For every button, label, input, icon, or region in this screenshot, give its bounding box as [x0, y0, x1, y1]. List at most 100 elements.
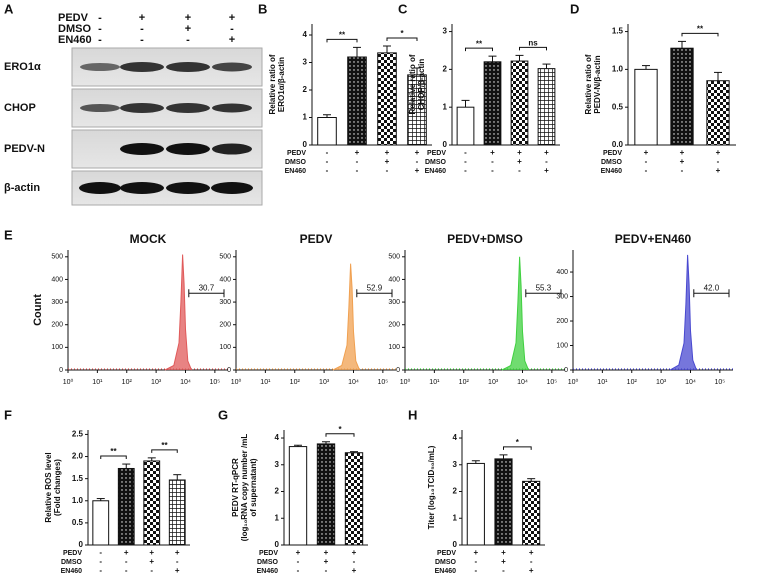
- y-tick-label: 400: [556, 269, 568, 276]
- condition-sign: +: [324, 557, 329, 566]
- condition-sign: -: [356, 166, 359, 175]
- y-tick-label: 0: [303, 140, 308, 149]
- y-tick-label: 100: [556, 342, 568, 349]
- y-tick-label: 0: [59, 367, 63, 374]
- y-tick-label: 0: [275, 540, 280, 549]
- condition-label: DMSO: [61, 559, 83, 566]
- bar: [670, 47, 694, 146]
- condition-label: PEDV: [427, 150, 446, 157]
- axis: [404, 250, 565, 371]
- condition-sign: +: [680, 148, 685, 157]
- condition-sign: -: [681, 166, 684, 175]
- bar: [456, 106, 475, 146]
- bar: [288, 446, 308, 546]
- condition-sign: +: [544, 148, 549, 157]
- x-tick-label: 10⁴: [517, 379, 528, 386]
- condition-sign: +: [296, 548, 301, 557]
- y-tick-label: 100: [219, 344, 231, 351]
- condition-label: DMSO: [435, 559, 457, 566]
- condition-label: DMSO: [58, 23, 91, 35]
- condition-sign: -: [99, 548, 102, 557]
- condition-sign: -: [502, 566, 505, 575]
- axis: [572, 250, 733, 371]
- y-tick-label: 300: [388, 299, 400, 306]
- y-tick-label: 0: [443, 140, 448, 149]
- condition-sign: +: [385, 157, 390, 166]
- condition-sign: +: [529, 548, 534, 557]
- y-tick-label: 1: [275, 513, 280, 522]
- y-axis-label: of supernatant): [249, 458, 258, 517]
- blot-images: [71, 47, 263, 206]
- condition-sign: -: [125, 566, 128, 575]
- condition-sign: -: [99, 557, 102, 566]
- condition-sign: -: [140, 23, 144, 35]
- condition-sign: -: [186, 34, 190, 46]
- y-tick-label: 2.5: [72, 430, 84, 439]
- condition-sign: -: [98, 12, 102, 24]
- y-tick-label: 2.0: [72, 452, 84, 461]
- panel-label: G: [218, 407, 228, 422]
- bar: [537, 68, 556, 146]
- y-axis-label: Titer (log₁₀TCID₅₀/mL): [427, 445, 436, 529]
- condition-sign: -: [297, 557, 300, 566]
- condition-sign: -: [717, 157, 720, 166]
- bar: [143, 460, 161, 546]
- x-tick-label: 10²: [290, 379, 301, 386]
- y-tick-label: 3: [303, 58, 308, 67]
- significance-bracket: [100, 455, 127, 460]
- condition-label: EN460: [435, 568, 457, 575]
- y-axis-label: Relative ROS level: [44, 452, 53, 522]
- condition-label: DMSO: [285, 159, 307, 166]
- gate: [693, 289, 730, 298]
- x-tick-label: 10²: [627, 379, 638, 386]
- condition-sign: -: [518, 166, 521, 175]
- condition-sign: -: [98, 34, 102, 46]
- condition-label: EN460: [425, 168, 447, 175]
- condition-sign: +: [355, 148, 360, 157]
- x-tick-label: 10⁰: [400, 378, 411, 386]
- condition-sign: -: [353, 557, 356, 566]
- y-tick-label: 2: [303, 85, 308, 94]
- y-tick-label: 1.5: [612, 27, 624, 36]
- condition-sign: -: [530, 557, 533, 566]
- condition-sign: -: [386, 166, 389, 175]
- y-tick-label: 400: [388, 276, 400, 283]
- panel-label: F: [4, 407, 12, 422]
- plot-title: PEDV: [300, 232, 333, 246]
- condition-sign: -: [464, 148, 467, 157]
- y-tick-label: 0.5: [612, 102, 624, 111]
- condition-sign: -: [491, 166, 494, 175]
- condition-sign: +: [175, 548, 180, 557]
- condition-sign: +: [175, 566, 180, 575]
- condition-label: EN460: [257, 568, 279, 575]
- condition-label: DMSO: [601, 159, 623, 166]
- bar: [117, 467, 135, 546]
- condition-label: PEDV: [287, 150, 306, 157]
- band-label: CHOP: [4, 102, 36, 114]
- significance-label: **: [161, 441, 168, 450]
- y-tick-label: 200: [388, 322, 400, 329]
- x-tick-label: 10⁵: [715, 379, 726, 386]
- condition-sign: -: [176, 557, 179, 566]
- condition-sign: +: [716, 148, 721, 157]
- y-tick-label: 0: [227, 367, 231, 374]
- panel-label: A: [4, 1, 14, 16]
- condition-label: EN460: [285, 168, 307, 175]
- y-tick-label: 100: [51, 344, 63, 351]
- condition-sign: -: [326, 148, 329, 157]
- condition-sign: +: [544, 166, 549, 175]
- histogram-area: [669, 254, 697, 371]
- significance-bracket: [325, 433, 355, 437]
- condition-sign: +: [385, 148, 390, 157]
- panel-label: H: [408, 407, 417, 422]
- bar: [92, 500, 110, 546]
- plot-title: PEDV+DMSO: [447, 232, 523, 246]
- x-tick-label: 10⁰: [63, 378, 74, 386]
- y-tick-label: 3: [275, 460, 280, 469]
- y-tick-label: 0.0: [612, 140, 624, 149]
- condition-sign: -: [545, 157, 548, 166]
- condition-sign: +: [490, 148, 495, 157]
- gate-label: 55.3: [536, 283, 552, 292]
- x-tick-label: 10¹: [429, 379, 440, 386]
- axis: [235, 250, 396, 371]
